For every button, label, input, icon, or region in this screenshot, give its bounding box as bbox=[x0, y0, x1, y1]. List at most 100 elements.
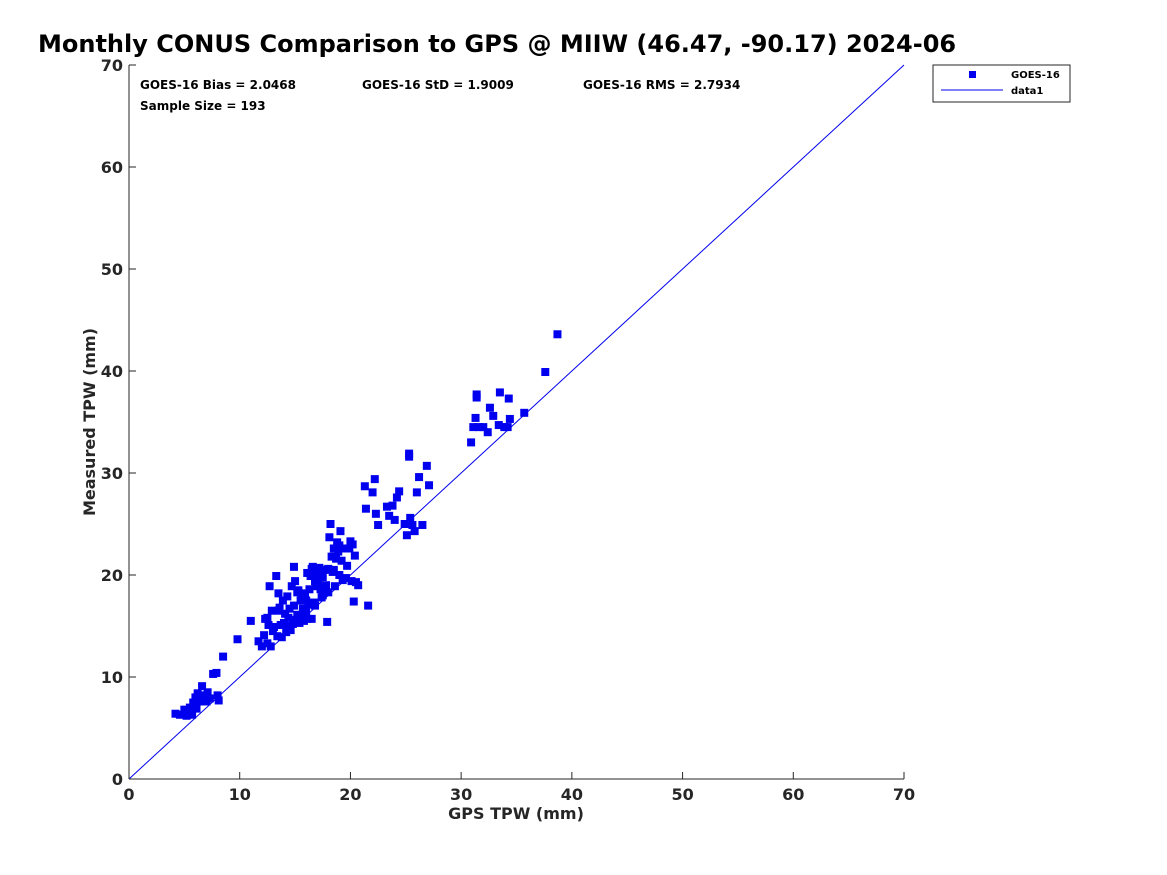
stat-bias: GOES-16 Bias = 2.0468 bbox=[140, 78, 296, 92]
legend-label-data1: data1 bbox=[1011, 86, 1043, 97]
data-point bbox=[364, 601, 373, 610]
data-point bbox=[283, 592, 292, 601]
x-tick-label: 0 bbox=[123, 785, 134, 804]
data-point bbox=[291, 577, 300, 586]
data-point bbox=[180, 705, 189, 714]
data-point bbox=[342, 574, 350, 583]
data-point bbox=[175, 710, 184, 719]
series-line-data1 bbox=[128, 64, 905, 780]
data-point bbox=[471, 413, 480, 422]
stat-sample-size: Sample Size = 193 bbox=[140, 99, 266, 113]
data-point bbox=[495, 388, 504, 397]
x-tick-label: 40 bbox=[561, 785, 583, 804]
data-point bbox=[541, 368, 550, 377]
data-point bbox=[418, 521, 427, 530]
data-point bbox=[469, 423, 478, 432]
data-point bbox=[198, 682, 207, 691]
data-point bbox=[267, 606, 276, 615]
data-marks bbox=[128, 64, 905, 780]
data-point bbox=[205, 694, 214, 703]
data-point bbox=[324, 564, 333, 573]
data-point bbox=[189, 698, 198, 707]
data-point bbox=[270, 623, 279, 632]
data-point bbox=[188, 710, 197, 719]
data-point bbox=[289, 562, 298, 571]
data-point bbox=[307, 614, 316, 623]
data-point bbox=[287, 582, 296, 591]
data-point bbox=[329, 544, 338, 553]
data-point bbox=[322, 581, 331, 590]
data-point bbox=[329, 565, 338, 574]
data-point bbox=[336, 527, 345, 536]
data-point bbox=[301, 608, 310, 617]
data-point bbox=[326, 520, 335, 528]
data-point bbox=[337, 556, 346, 565]
data-point bbox=[185, 703, 194, 712]
data-point bbox=[392, 493, 401, 502]
data-point bbox=[263, 613, 272, 622]
legend-marker-goes16 bbox=[969, 71, 976, 78]
x-tick-label: 10 bbox=[229, 785, 251, 804]
data-point bbox=[354, 581, 363, 590]
data-point bbox=[349, 597, 358, 606]
data-point bbox=[307, 564, 316, 573]
data-point bbox=[257, 642, 266, 651]
data-point bbox=[274, 606, 283, 615]
data-point bbox=[410, 527, 419, 536]
data-point bbox=[370, 475, 379, 484]
data-point bbox=[335, 541, 344, 550]
data-point bbox=[280, 618, 288, 627]
data-point bbox=[246, 616, 255, 625]
data-point bbox=[327, 552, 336, 561]
data-point bbox=[485, 403, 494, 412]
data-point bbox=[494, 421, 503, 430]
data-point bbox=[368, 488, 377, 497]
data-point bbox=[214, 696, 223, 705]
data-point bbox=[304, 600, 313, 609]
data-point bbox=[213, 691, 222, 700]
stat-rms: GOES-16 RMS = 2.7934 bbox=[583, 78, 740, 92]
data-point bbox=[192, 704, 201, 713]
data-point bbox=[325, 533, 334, 542]
data-point bbox=[278, 596, 287, 605]
data-point bbox=[254, 637, 263, 646]
data-point bbox=[332, 554, 341, 563]
legend-label-goes16: GOES-16 bbox=[1011, 70, 1060, 81]
data-point bbox=[350, 551, 359, 560]
x-ticks: 0 10 20 30 40 50 60 70 bbox=[123, 772, 915, 804]
data-point bbox=[504, 394, 513, 403]
data-point bbox=[171, 709, 180, 718]
data-point bbox=[324, 588, 333, 597]
data-point bbox=[272, 572, 281, 581]
data-point bbox=[182, 711, 191, 720]
data-point bbox=[296, 611, 305, 620]
data-point bbox=[345, 544, 354, 553]
chart-title: Monthly CONUS Comparison to GPS @ MIIW (… bbox=[38, 30, 956, 58]
data-point bbox=[264, 620, 273, 629]
data-point bbox=[408, 521, 417, 530]
data-point bbox=[402, 531, 411, 540]
data-point bbox=[313, 572, 322, 581]
data-point bbox=[422, 461, 431, 470]
data-point bbox=[285, 604, 294, 613]
data-point bbox=[343, 561, 352, 570]
x-tick-label: 60 bbox=[782, 785, 804, 804]
x-tick-label: 50 bbox=[671, 785, 693, 804]
y-tick-label: 20 bbox=[101, 566, 123, 585]
y-tick-label: 0 bbox=[112, 770, 123, 789]
data-point bbox=[212, 668, 221, 677]
y-tick-label: 10 bbox=[101, 668, 123, 687]
data-point bbox=[395, 487, 404, 496]
data-point bbox=[489, 411, 498, 420]
legend: GOES-16 data1 bbox=[932, 64, 1071, 103]
x-tick-label: 70 bbox=[893, 785, 915, 804]
legend-box bbox=[932, 64, 1071, 103]
data-point bbox=[374, 521, 383, 530]
data-point bbox=[274, 589, 283, 598]
data-point bbox=[289, 601, 298, 610]
data-point bbox=[340, 544, 349, 553]
data-point bbox=[382, 502, 391, 511]
data-point bbox=[268, 627, 277, 636]
data-point bbox=[330, 582, 339, 591]
data-point bbox=[405, 449, 414, 458]
